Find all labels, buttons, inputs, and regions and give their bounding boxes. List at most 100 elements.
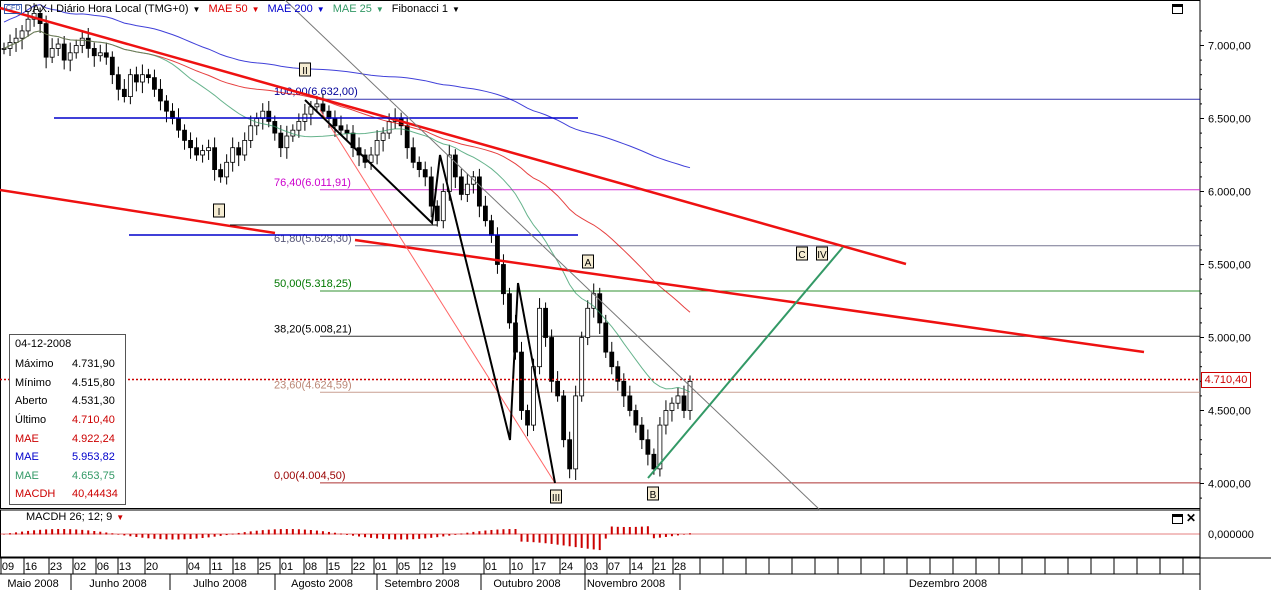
candle-body — [314, 103, 320, 108]
data-window-row: Máximo 4.731,90 — [10, 355, 125, 374]
chevron-down-icon[interactable]: ▼ — [251, 4, 260, 14]
date-tick-label: 03 — [586, 561, 598, 573]
candle-body — [97, 52, 103, 57]
macd-maximize-button[interactable] — [1172, 514, 1183, 524]
candle-body — [440, 191, 446, 222]
chevron-down-icon[interactable]: ▼ — [316, 4, 325, 14]
candle-body — [489, 220, 494, 236]
date-tick-label: 17 — [534, 561, 546, 573]
chevron-down-icon[interactable]: ▼ — [116, 512, 125, 522]
price-tick-label: 6.000,00 — [1208, 187, 1251, 199]
data-window-label: Último — [15, 414, 47, 427]
candle-body — [458, 176, 464, 195]
candle-body — [61, 43, 67, 61]
candle-body — [633, 410, 639, 426]
date-tick-label: 18 — [234, 561, 246, 573]
data-window-value: 4.922,24 — [72, 432, 115, 445]
fibonacci-label: 23,60(4.624,59) — [274, 379, 352, 391]
trend-lines[interactable] — [0, 0, 1200, 511]
symbol-label: DAX.I Diário Hora Local (TMG+0) — [24, 3, 189, 15]
month-label: Setembro 2008 — [384, 578, 459, 590]
candle-body — [140, 74, 145, 83]
candle-body — [224, 161, 230, 178]
candle-body — [85, 37, 91, 49]
candle-body — [621, 380, 627, 397]
date-tick-label: 16 — [25, 561, 37, 573]
wave-label: C — [798, 250, 805, 261]
candle-body — [428, 176, 434, 207]
symbol-selector[interactable]: CFD DAX.I Diário Hora Local (TMG+0) ▼ — [0, 3, 204, 15]
wave-label-box — [582, 254, 594, 269]
wave-label: I — [218, 207, 221, 218]
candle-body — [525, 410, 530, 426]
price-tick-label: 4.000,00 — [1208, 479, 1251, 491]
candle-body — [284, 135, 290, 149]
price-tick-label: 4.500,00 — [1208, 406, 1251, 418]
candle-body — [404, 125, 410, 149]
fibonacci-levels[interactable]: 100,00(6.632,00) 76,40(6.011,91) 61,80(5.6… — [274, 86, 1200, 484]
candle-body — [278, 132, 284, 149]
candle-body — [344, 129, 350, 134]
month-label: Novembro 2008 — [587, 578, 665, 590]
fibonacci-label: 61,80(5.628,30) — [274, 233, 352, 245]
data-window-row: MAE 4.653,75 — [10, 467, 125, 486]
data-window-value: 4.653,75 — [72, 469, 115, 482]
wave-label: IV — [817, 250, 827, 261]
candle-body — [663, 410, 669, 426]
fibonacci-label: 38,20(5.008,21) — [274, 323, 352, 335]
month-label: Outubro 2008 — [493, 578, 560, 590]
candle-body — [152, 77, 157, 90]
date-axis: 09 16 23 02 06 13 20 04 11 18 25 01 08 15 22 01 05 12 19 01… — [0, 558, 1184, 590]
candle-body — [332, 118, 338, 127]
mae200-line — [3, 4, 691, 169]
candle-body — [573, 395, 579, 470]
candle-body — [296, 121, 302, 131]
maximize-button[interactable] — [1172, 4, 1183, 14]
candle-body — [651, 453, 657, 470]
date-tick-label: 25 — [259, 561, 271, 573]
candle-body — [675, 395, 681, 404]
candle-body — [194, 147, 199, 156]
candle-body — [470, 176, 476, 185]
data-window-value: 4.710,40 — [72, 414, 115, 427]
macd-close-button[interactable]: ✕ — [1186, 511, 1197, 525]
indicator-mae25[interactable]: MAE 25 ▼ — [329, 3, 388, 15]
resistance-trendline — [0, 6, 907, 266]
candle-body — [212, 147, 218, 170]
macd-indicator-label[interactable]: MACDH 26; 12; 9 ▼ — [26, 511, 124, 523]
price-tick-label: 5.500,00 — [1208, 260, 1251, 272]
indicator-label: MAE 25 — [332, 3, 372, 15]
indicator-mae50[interactable]: MAE 50 ▼ — [204, 3, 263, 15]
chevron-down-icon[interactable]: ▼ — [192, 4, 201, 14]
candle-body — [537, 307, 542, 368]
date-tick-label: 15 — [328, 561, 340, 573]
data-window-label: MAE — [15, 469, 39, 482]
candle-body — [669, 402, 675, 411]
chevron-down-icon[interactable]: ▼ — [375, 4, 384, 14]
macd-histogram: 0,000000 — [0, 526, 1254, 551]
data-window-value: 5.953,82 — [72, 451, 115, 464]
date-tick-label: 01 — [375, 561, 387, 573]
candle-body — [609, 351, 615, 368]
date-tick-label: 01 — [485, 561, 497, 573]
wave-path — [304, 99, 556, 484]
date-tick-label: 10 — [511, 561, 523, 573]
indicator-fibonacci[interactable]: Fibonacci 1 ▼ — [388, 3, 464, 15]
candle-body — [386, 121, 392, 134]
date-tick-label: 06 — [97, 561, 109, 573]
chevron-down-icon[interactable]: ▼ — [452, 4, 460, 14]
candle-body — [248, 125, 254, 141]
indicator-mae200[interactable]: MAE 200 ▼ — [264, 3, 329, 15]
candle-body — [218, 169, 224, 178]
candle-body — [483, 205, 488, 222]
indicator-label: Fibonacci 1 — [391, 3, 449, 15]
channel-trendline — [0, 188, 276, 235]
data-window-value: 4.531,30 — [72, 395, 115, 408]
data-window-label: MAE — [15, 432, 39, 445]
candle-body — [519, 351, 524, 411]
candlestick-series — [1, 3, 693, 480]
candle-body — [579, 337, 585, 397]
indicator-label: MAE 200 — [267, 3, 313, 15]
candle-body — [1, 48, 7, 50]
